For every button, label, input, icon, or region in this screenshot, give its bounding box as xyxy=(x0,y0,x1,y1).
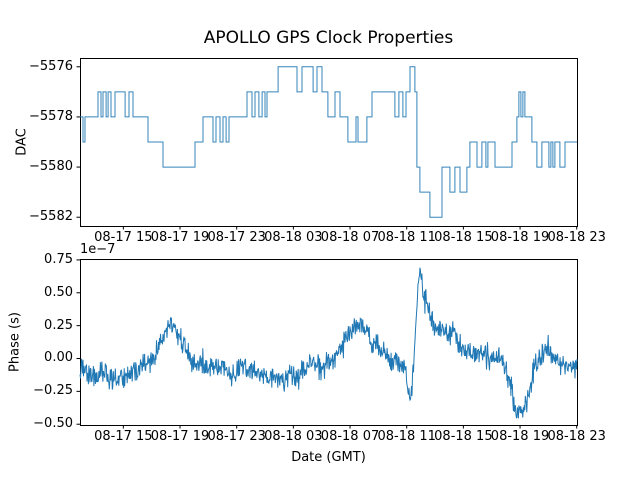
x-tick-label: 08-17 19 xyxy=(150,428,210,444)
y-tick-label: −5580 xyxy=(29,159,73,175)
y-tick-label: 0.00 xyxy=(44,350,73,366)
y-tick-label: −5576 xyxy=(29,58,73,74)
date-axis-label: Date (GMT) xyxy=(291,450,366,465)
y-tick-label: −0.50 xyxy=(33,416,73,432)
x-tick-label: 08-18 19 xyxy=(490,229,550,245)
phase-noise-line xyxy=(79,267,578,419)
x-tick-label: 08-18 03 xyxy=(264,428,323,444)
x-tick-label: 08-17 15 xyxy=(94,428,153,444)
x-tick-label: 08-18 15 xyxy=(434,229,493,245)
x-tick-label: 08-17 19 xyxy=(150,229,210,245)
x-tick-label: 08-18 07 xyxy=(320,428,380,444)
x-tick-label: 08-18 03 xyxy=(264,229,323,245)
y-tick-label: −0.25 xyxy=(33,383,73,399)
x-tick-label: 08-18 11 xyxy=(377,229,436,245)
y-tick-label: −5578 xyxy=(29,108,73,124)
y-tick-label: 0.25 xyxy=(44,317,73,333)
phase-offset-multiplier: 1e−7 xyxy=(80,242,116,257)
y-tick-label: 0.75 xyxy=(44,251,73,267)
phase-axis-label: Phase (s) xyxy=(7,312,23,372)
x-tick-label: 08-18 11 xyxy=(377,428,436,444)
dac-step-line xyxy=(80,66,577,218)
x-tick-label: 08-18 15 xyxy=(434,428,493,444)
x-tick-label: 08-18 23 xyxy=(547,428,606,444)
y-tick-label: −5582 xyxy=(29,209,73,225)
x-tick-label: 08-17 23 xyxy=(207,229,266,245)
x-tick-label: 08-18 19 xyxy=(490,428,550,444)
x-tick-label: 08-17 23 xyxy=(207,428,266,444)
x-tick-label: 08-18 23 xyxy=(547,229,606,245)
chart-title: APOLLO GPS Clock Properties xyxy=(203,28,454,48)
y-tick-label: 0.50 xyxy=(44,284,73,300)
dac-axis-label: DAC xyxy=(14,128,30,156)
x-tick-label: 08-17 15 xyxy=(94,229,153,245)
x-tick-label: 08-18 07 xyxy=(320,229,380,245)
